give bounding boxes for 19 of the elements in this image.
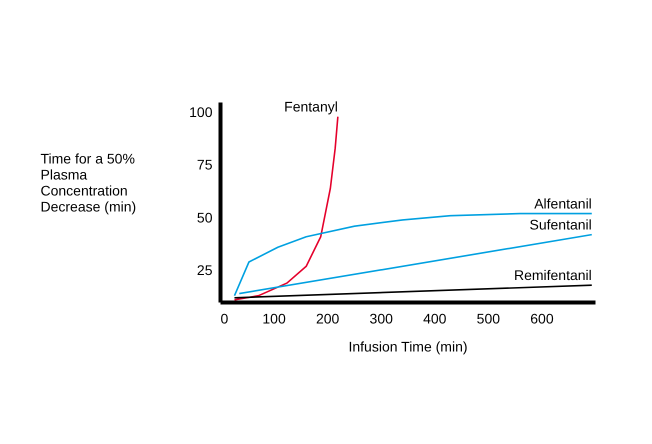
line-series <box>234 116 339 301</box>
x-tick-label: 600 <box>530 310 554 326</box>
y-tick-label: 100 <box>189 104 213 120</box>
series-label: Sufentanil <box>530 216 592 233</box>
y-tick-label: 50 <box>196 209 213 226</box>
y-axis-title: Time for a 50% Plasma Concentration Decrease (min) <box>40 150 136 214</box>
line-series <box>234 212 593 296</box>
x-tick-label: 500 <box>476 310 500 326</box>
series-label: Remifentanil <box>514 267 592 284</box>
series-label: Fentanyl <box>284 98 338 115</box>
series-label: Alfentanil <box>534 196 592 212</box>
x-tick-label: 300 <box>370 310 394 326</box>
x-tick-label: 400 <box>423 310 447 326</box>
x-tick-label: 0 <box>220 310 228 326</box>
y-tick-label: 75 <box>196 156 213 173</box>
x-tick-label: 200 <box>316 310 340 326</box>
y-tick-label: 25 <box>196 262 213 278</box>
x-tick-label: 100 <box>262 310 286 326</box>
x-axis-title: Infusion Time (min) <box>348 338 468 354</box>
